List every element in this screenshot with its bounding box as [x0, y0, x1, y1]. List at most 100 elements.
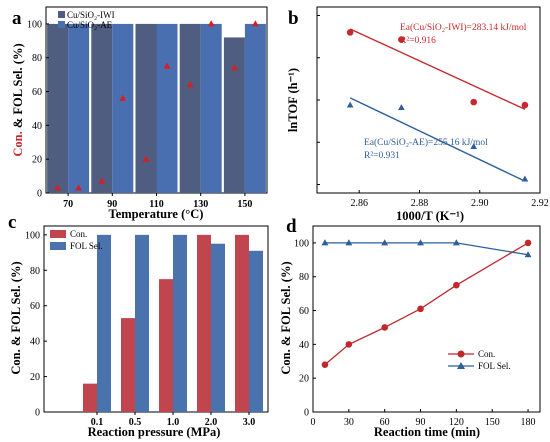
bar-fol-2.0 [211, 243, 225, 412]
point-fol [417, 239, 424, 246]
line-con [324, 242, 529, 366]
y-tick-label: 80 [32, 53, 42, 64]
panel-d-legend: Con. FOL Sel. [448, 349, 511, 371]
panel-a-x-ticks: 70 90 110 130 150 [63, 193, 252, 210]
bar-con-0.5 [121, 318, 135, 412]
conversion-marker-iwi-150 [230, 64, 238, 71]
point-fol [321, 239, 329, 246]
point-con [381, 324, 388, 331]
panel-c-y-ticks: 0 20 40 60 80 100 [25, 230, 47, 419]
point-fol [524, 251, 532, 258]
panel-b: b 2.86 2.88 2.90 2.92 Ea(Cu/SiO₂-IWI)=283.1… [286, 6, 549, 223]
x-tick-label: 3.0 [243, 417, 256, 428]
bar-fol-3.0 [249, 250, 263, 412]
x-tick-label: 2.86 [350, 198, 368, 209]
panel-c-y-label: Con. & FOL Sel. (%) [9, 261, 23, 374]
bar-con-1.0 [159, 279, 173, 412]
panel-c: c 0 20 40 60 80 100 0.1 0.5 1.0 2.0 3.0 Con. FOL … [8, 212, 269, 439]
x-tick-label: 2.92 [531, 198, 549, 209]
y-tick-label: 80 [30, 266, 40, 277]
panel-d-plot-area [312, 225, 541, 413]
legend-marker-con [457, 350, 465, 358]
fit-line-iwi [349, 28, 526, 110]
y-tick-label: 60 [32, 87, 42, 98]
legend-swatch-con [50, 230, 66, 238]
legend-label-ae: Cu/SiO₂-AE [67, 20, 113, 30]
point-con [453, 281, 460, 289]
panel-d-x-ticks: 0 30 60 90 120 150 180 [311, 409, 536, 428]
bar-con-0.1 [83, 383, 97, 412]
y-tick-label: 40 [32, 121, 42, 132]
y-tick-label: 100 [294, 238, 309, 249]
bar-ae-90 [112, 23, 134, 194]
panel-b-letter: b [288, 8, 299, 29]
annotation-ae-r2: R²=0.931 [364, 151, 400, 161]
bar-fol-0.1 [97, 234, 111, 412]
legend-swatch-iwi [58, 11, 65, 18]
panel-c-plot-area [43, 225, 269, 413]
conversion-marker-iwi-70 [54, 184, 62, 191]
bar-iwi-70 [47, 23, 69, 194]
x-tick-label: 2.90 [471, 198, 489, 209]
panel-b-points [346, 29, 529, 182]
x-tick-label: 0.1 [91, 417, 104, 428]
fit-line-ae [349, 97, 526, 182]
conversion-marker-ae-130 [207, 20, 215, 27]
panel-a-legend: Cu/SiO₂-IWI Cu/SiO₂-AE [58, 10, 115, 30]
annotation-iwi-ea: Ea(Cu/SiO₂-IWI)=283.14 kJ/mol [400, 22, 527, 33]
y-tick-label: 40 [30, 337, 40, 348]
x-tick-label: 60 [380, 417, 390, 428]
legend-swatch-fol [50, 242, 66, 250]
panel-c-letter: c [8, 212, 16, 233]
panel-b-x-ticks: 2.86 2.88 2.90 2.92 [350, 190, 549, 209]
y-tick-label: 80 [299, 272, 309, 283]
point-iwi [470, 98, 478, 106]
bar-iwi-90 [91, 23, 113, 194]
point-ae [521, 175, 529, 182]
y-tick-label: 0 [304, 408, 309, 419]
panel-c-bars [83, 234, 263, 412]
panel-a-letter: a [12, 8, 22, 29]
y-tick-label: 20 [32, 155, 42, 166]
point-fol [452, 239, 460, 246]
bar-iwi-150 [223, 37, 245, 193]
bar-ae-110 [156, 23, 178, 194]
conversion-marker-iwi-130 [186, 81, 194, 88]
x-tick-label: 30 [344, 417, 354, 428]
bar-con-3.0 [235, 234, 249, 412]
panel-a-markers [54, 20, 259, 191]
line-fol [324, 242, 529, 256]
conversion-marker-iwi-110 [142, 155, 150, 162]
x-tick-label: 70 [63, 199, 73, 210]
point-con [417, 305, 424, 313]
point-iwi [521, 101, 529, 109]
legend-marker-fol [457, 362, 465, 369]
legend-label-fol: FOL Sel. [70, 241, 103, 251]
panel-b-fit-lines [349, 28, 526, 182]
x-tick-label: 110 [149, 199, 163, 210]
point-iwi [346, 29, 354, 36]
legend-label-fol: FOL Sel. [478, 361, 511, 371]
legend-label-con: Con. [70, 229, 87, 239]
bar-iwi-130 [179, 23, 201, 194]
panel-a-x-label: Temperature (°C) [109, 207, 204, 221]
point-con [345, 341, 353, 348]
panel-d-x-label: Reaction time (min) [374, 425, 480, 439]
point-fol [345, 239, 353, 246]
panel-c-x-label: Reaction pressure (MPa) [88, 425, 221, 439]
panel-d-y-ticks: 0 20 40 60 80 100 [294, 238, 316, 419]
panel-a-bars [47, 23, 266, 194]
panel-d-letter: d [286, 216, 297, 237]
bar-ae-70 [68, 23, 90, 194]
y-label-fol: FOL Sel. (%) [11, 43, 25, 114]
x-tick-label: 130 [193, 199, 208, 210]
point-ae [346, 101, 354, 108]
point-con [321, 361, 329, 368]
panel-d: d 0 20 40 60 80 100 0 30 60 90 120 150 180 Con. FOL… [279, 216, 541, 439]
panel-b-y-label: lnTOF (h⁻¹) [286, 68, 300, 132]
y-tick-label: 100 [27, 19, 42, 30]
panel-b-x-label: 1000/T (K⁻¹) [396, 209, 464, 223]
y-tick-label: 20 [30, 372, 40, 383]
panel-a-y-ticks: 0 20 40 60 80 100 [27, 19, 49, 200]
panel-b-y-ticks [317, 14, 320, 186]
